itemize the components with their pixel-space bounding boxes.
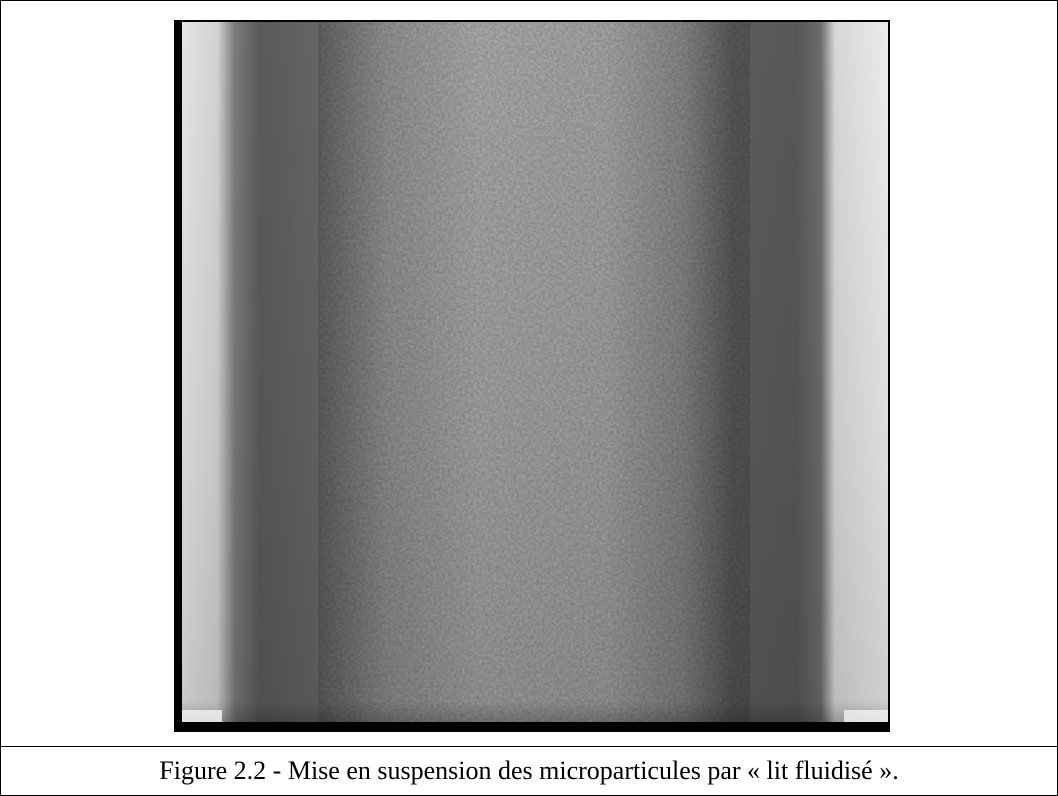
figure-image [174, 20, 890, 732]
figure-caption: Figure 2.2 - Mise en suspension des micr… [159, 756, 899, 785]
caption-separator [0, 746, 1058, 747]
